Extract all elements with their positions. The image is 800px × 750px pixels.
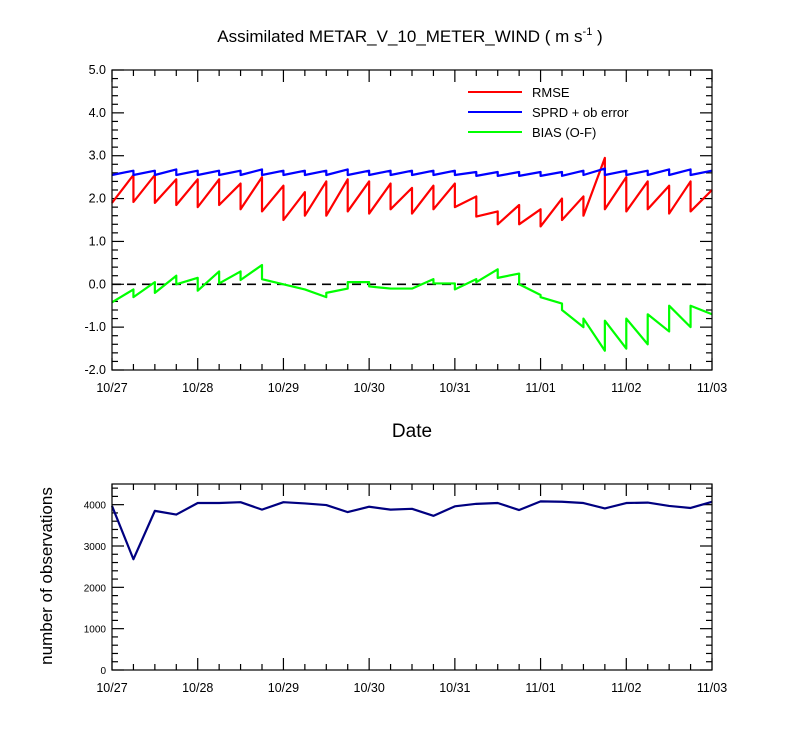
bottom-tick-marks	[111, 484, 713, 671]
x-tick-label: 10/29	[268, 381, 299, 395]
x-tick-label: 10/30	[354, 681, 385, 695]
top-y-tick-labels: -2.0 -1.0 0.0 1.0 2.0 3.0 4.0 5.0	[84, 63, 106, 377]
y-tick-label: 3.0	[89, 149, 106, 163]
x-axis-label: Date	[392, 421, 432, 442]
y-tick-label: 2.0	[89, 192, 106, 206]
legend-label: SPRD + ob error	[532, 105, 629, 120]
top-plot-frame	[111, 69, 713, 371]
x-tick-label: 10/31	[439, 681, 470, 695]
x-tick-label: 10/27	[96, 681, 127, 695]
y-axis-label: number of observations	[37, 487, 56, 665]
x-tick-label: 10/27	[96, 381, 127, 395]
x-tick-label: 10/28	[182, 381, 213, 395]
series-line-sprd-ob-error	[111, 167, 713, 177]
y-tick-label: 5.0	[89, 63, 106, 77]
y-tick-label: 4000	[84, 501, 107, 512]
chart-title: Assimilated METAR_V_10_METER_WIND ( m s-…	[217, 26, 602, 46]
y-tick-label: -1.0	[84, 320, 106, 334]
bottom-x-tick-labels: 10/27 10/28 10/29 10/30 10/31 11/01 11/02 11/03	[96, 681, 727, 695]
x-tick-label: 11/01	[525, 681, 555, 695]
legend: RMSE SPRD + ob error BIAS (O-F)	[468, 85, 629, 140]
x-tick-label: 10/28	[182, 681, 213, 695]
y-tick-label: 0.0	[89, 277, 106, 291]
bottom-y-tick-labels: 0 1000 2000 3000 4000	[84, 501, 107, 677]
chart-title-text: Assimilated METAR_V_10_METER_WIND ( m s	[217, 27, 582, 46]
y-tick-label: 4.0	[89, 106, 106, 120]
bottom-series-line	[110, 500, 713, 561]
y-tick-label: 1.0	[89, 234, 106, 248]
top-panel: Assimilated METAR_V_10_METER_WIND ( m s-…	[84, 26, 727, 442]
x-tick-label: 10/30	[354, 381, 385, 395]
x-tick-label: 10/29	[268, 681, 299, 695]
chart-title-exponent: -1	[583, 26, 593, 38]
y-tick-label: -2.0	[84, 363, 106, 377]
bottom-plot-frame	[111, 483, 713, 671]
x-tick-label: 11/03	[697, 681, 727, 695]
legend-label: RMSE	[532, 85, 570, 100]
x-tick-label: 11/03	[697, 381, 727, 395]
y-tick-label: 0	[100, 666, 106, 677]
x-tick-label: 11/02	[611, 681, 641, 695]
top-series-lines	[111, 156, 713, 352]
series-line-rmse	[111, 156, 713, 228]
x-tick-label: 11/02	[611, 381, 641, 395]
y-tick-label: 1000	[84, 625, 107, 636]
legend-label: BIAS (O-F)	[532, 125, 596, 140]
x-tick-label: 11/01	[525, 381, 555, 395]
chart-title-close: )	[592, 27, 602, 46]
y-tick-label: 2000	[84, 583, 107, 594]
series-line-bias-o-f	[111, 263, 713, 352]
x-tick-label: 10/31	[439, 381, 470, 395]
y-tick-label: 3000	[84, 542, 107, 553]
top-x-tick-labels: 10/27 10/28 10/29 10/30 10/31 11/01 11/02 11/03	[96, 381, 727, 395]
series-line-observations	[110, 500, 713, 561]
